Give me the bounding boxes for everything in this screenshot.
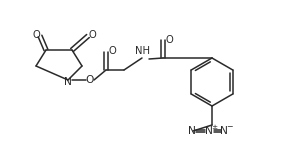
Text: ±: ± [211, 124, 217, 130]
Text: N: N [205, 126, 213, 136]
Text: −: − [226, 122, 232, 132]
Text: O: O [165, 35, 173, 45]
Text: N: N [220, 126, 228, 136]
Text: NH: NH [135, 46, 150, 56]
Text: O: O [108, 46, 116, 56]
Text: N: N [64, 77, 72, 87]
Text: N: N [188, 126, 196, 136]
Text: O: O [32, 30, 40, 40]
Text: O: O [88, 30, 96, 40]
Text: O: O [86, 75, 94, 85]
